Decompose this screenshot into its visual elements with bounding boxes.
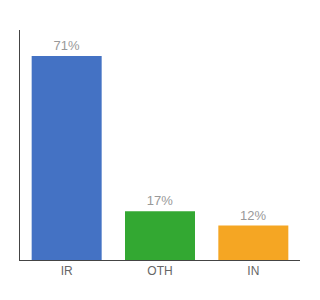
svg-text:12%: 12% — [240, 208, 266, 223]
svg-text:IR: IR — [61, 264, 73, 278]
svg-text:17%: 17% — [147, 193, 173, 208]
svg-text:OTH: OTH — [147, 264, 172, 278]
svg-text:IN: IN — [247, 264, 259, 278]
svg-text:71%: 71% — [53, 38, 79, 53]
